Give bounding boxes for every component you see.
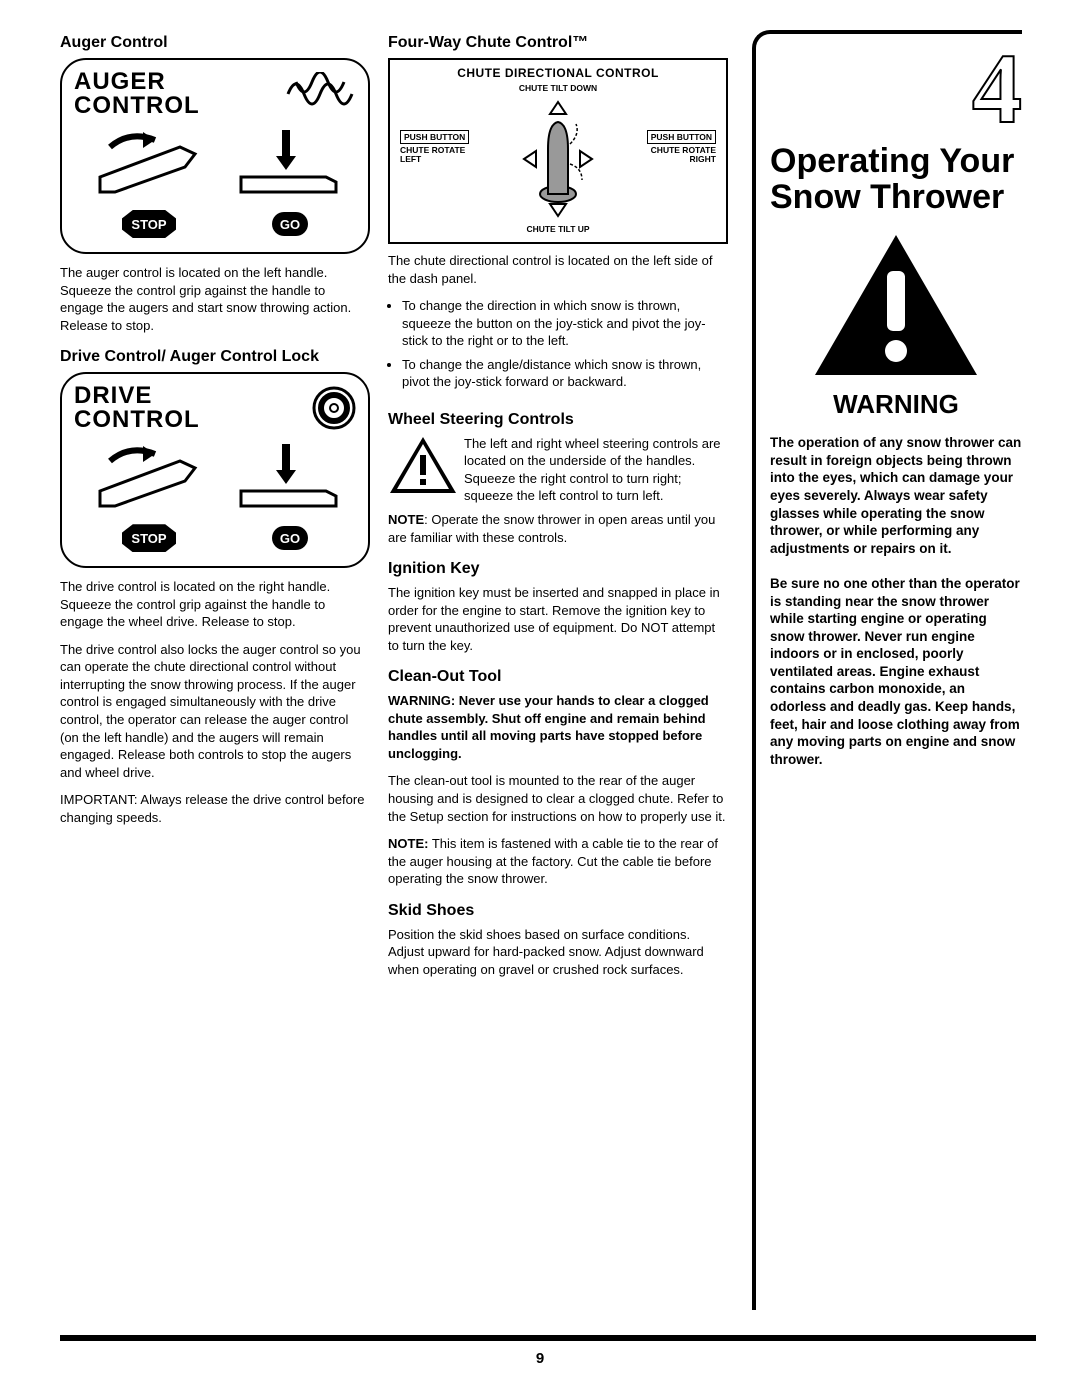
drive-panel-title-2: CONTROL bbox=[74, 408, 200, 432]
drive-p1: The drive control is located on the righ… bbox=[60, 578, 370, 631]
sidebar-warning-heading: WARNING bbox=[770, 389, 1022, 420]
push-button-right: PUSH BUTTON bbox=[647, 130, 716, 144]
warning-triangle-icon bbox=[388, 435, 458, 497]
auger-heading: Auger Control bbox=[60, 34, 370, 52]
steer-heading: Wheel Steering Controls bbox=[388, 411, 728, 429]
chute-heading: Four-Way Chute Control™ bbox=[388, 34, 728, 52]
wheel-icon bbox=[312, 386, 356, 430]
footer-rule bbox=[60, 1335, 1036, 1341]
cleanout-p1: The clean-out tool is mounted to the rea… bbox=[388, 772, 728, 825]
chute-p1: The chute directional control is located… bbox=[388, 252, 728, 287]
chute-bullet-2: To change the angle/distance which snow … bbox=[402, 356, 728, 391]
lever-up-icon bbox=[85, 122, 205, 202]
drive-p3: IMPORTANT: Always release the drive cont… bbox=[60, 791, 370, 826]
drive-p2: The drive control also locks the auger c… bbox=[60, 641, 370, 781]
rotate-right-label: CHUTE ROTATERIGHT bbox=[626, 146, 716, 165]
lever-down-icon bbox=[226, 436, 346, 516]
sidebar-para-2: Be sure no one other than the operator i… bbox=[770, 575, 1022, 768]
cleanout-note: NOTE: This item is fastened with a cable… bbox=[388, 835, 728, 888]
push-button-left: PUSH BUTTON bbox=[400, 130, 469, 144]
drive-panel: DRIVE CONTROL bbox=[60, 372, 370, 568]
sidebar-title: Operating Your Snow Thrower bbox=[770, 144, 1022, 215]
tilt-down-label: CHUTE TILT DOWN bbox=[519, 84, 597, 93]
lever-up-icon bbox=[85, 436, 205, 516]
page-number: 9 bbox=[0, 1350, 1080, 1367]
sidebar-para-1: The operation of any snow thrower can re… bbox=[770, 434, 1022, 557]
skid-heading: Skid Shoes bbox=[388, 902, 728, 920]
drive-heading: Drive Control/ Auger Control Lock bbox=[60, 348, 370, 366]
tilt-up-label: CHUTE TILT UP bbox=[526, 225, 589, 234]
stop-badge: STOP bbox=[122, 524, 176, 552]
warning-triangle-large-icon bbox=[811, 231, 981, 381]
joystick-icon bbox=[498, 94, 618, 224]
lever-down-icon bbox=[226, 122, 346, 202]
auger-coil-icon bbox=[286, 72, 356, 116]
auger-panel-title-1: AUGER bbox=[74, 70, 200, 94]
auger-panel-title-2: CONTROL bbox=[74, 94, 200, 118]
ignition-p1: The ignition key must be inserted and sn… bbox=[388, 584, 728, 654]
chute-box-title: CHUTE DIRECTIONAL CONTROL bbox=[396, 66, 720, 80]
chapter-number: 4 bbox=[770, 44, 1022, 134]
steer-note: NOTE: Operate the snow thrower in open a… bbox=[388, 511, 728, 546]
cleanout-warn: WARNING: Never use your hands to clear a… bbox=[388, 692, 728, 762]
chute-box: CHUTE DIRECTIONAL CONTROL CHUTE TILT DOW… bbox=[388, 58, 728, 244]
auger-panel: AUGER CONTROL bbox=[60, 58, 370, 254]
stop-badge: STOP bbox=[122, 210, 176, 238]
drive-panel-title-1: DRIVE bbox=[74, 384, 200, 408]
go-badge: GO bbox=[272, 212, 308, 236]
rotate-left-label: CHUTE ROTATELEFT bbox=[400, 146, 490, 165]
ignition-heading: Ignition Key bbox=[388, 560, 728, 578]
auger-text: The auger control is located on the left… bbox=[60, 264, 370, 334]
skid-p1: Position the skid shoes based on surface… bbox=[388, 926, 728, 979]
cleanout-heading: Clean-Out Tool bbox=[388, 668, 728, 686]
chute-bullet-1: To change the direction in which snow is… bbox=[402, 297, 728, 350]
go-badge: GO bbox=[272, 526, 308, 550]
